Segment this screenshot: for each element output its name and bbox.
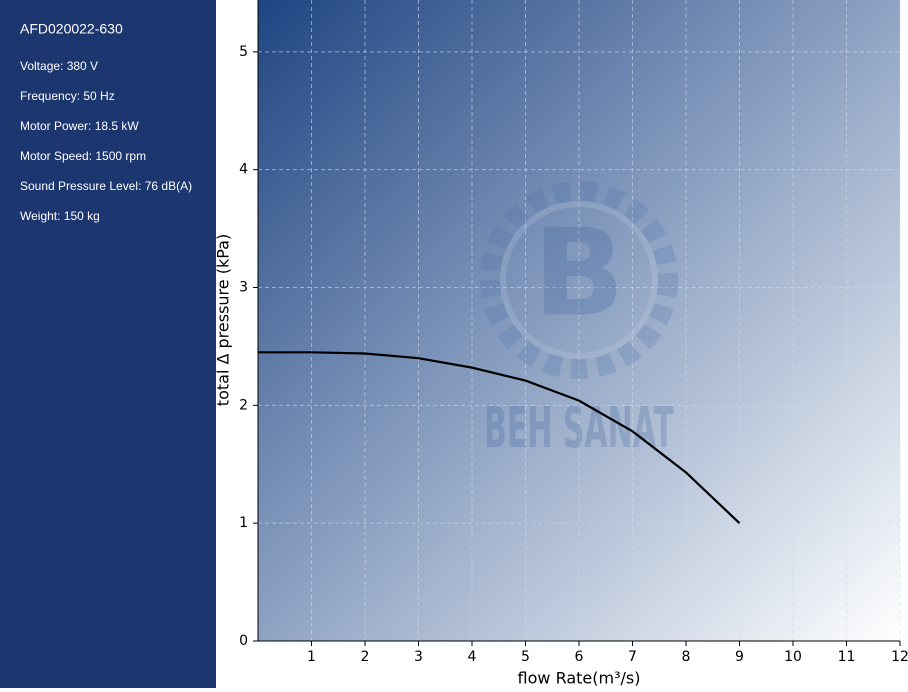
- x-tick-label: 4: [468, 649, 477, 665]
- x-tick-label: 5: [521, 649, 530, 665]
- x-tick-label: 1: [307, 649, 316, 665]
- x-axis-label: flow Rate(m³/s): [518, 669, 641, 688]
- y-tick-label: 1: [239, 515, 248, 531]
- x-tick-label: 12: [891, 649, 908, 665]
- watermark: B BEH SANAT: [480, 181, 678, 461]
- spec-item: Motor Speed: 1500 rpm: [20, 149, 146, 163]
- x-tick-label: 11: [838, 649, 856, 665]
- x-tick-label: 10: [784, 649, 802, 665]
- gear: [480, 181, 678, 379]
- watermark-text: BEH SANAT: [484, 396, 674, 461]
- y-tick-label: 0: [239, 633, 248, 649]
- fan-curve: [258, 351, 741, 524]
- sidebar: [0, 0, 216, 688]
- y-tick-label: 4: [239, 162, 248, 178]
- x-tick-label: 2: [361, 649, 370, 665]
- spec-item: Motor Power: 18.5 kW: [20, 119, 139, 133]
- x-tick-label: 3: [414, 649, 423, 665]
- y-tick-label: 5: [239, 44, 248, 60]
- spec-item: Sound Pressure Level: 76 dB(A): [20, 179, 192, 193]
- y-tick-label: 3: [239, 280, 248, 296]
- y-tick-label: 2: [239, 397, 248, 413]
- x-tick-label: 9: [735, 649, 744, 665]
- product-title: AFD020022-630: [20, 21, 123, 37]
- spec-item: Weight: 150 kg: [20, 209, 100, 223]
- watermark-letter: B: [533, 205, 624, 344]
- x-tick-label: 7: [628, 649, 637, 665]
- gear-ring: [500, 201, 658, 359]
- x-tick-label: 6: [575, 649, 584, 665]
- spec-item: Frequency: 50 Hz: [20, 89, 115, 103]
- spec-item: Voltage: 380 V: [20, 59, 98, 73]
- x-tick-label: 8: [682, 649, 691, 665]
- spec-list: Voltage: 380 V Frequency: 50 Hz Motor Powe…: [20, 59, 192, 223]
- y-axis-label: total Δ pressure (kPa): [214, 234, 233, 406]
